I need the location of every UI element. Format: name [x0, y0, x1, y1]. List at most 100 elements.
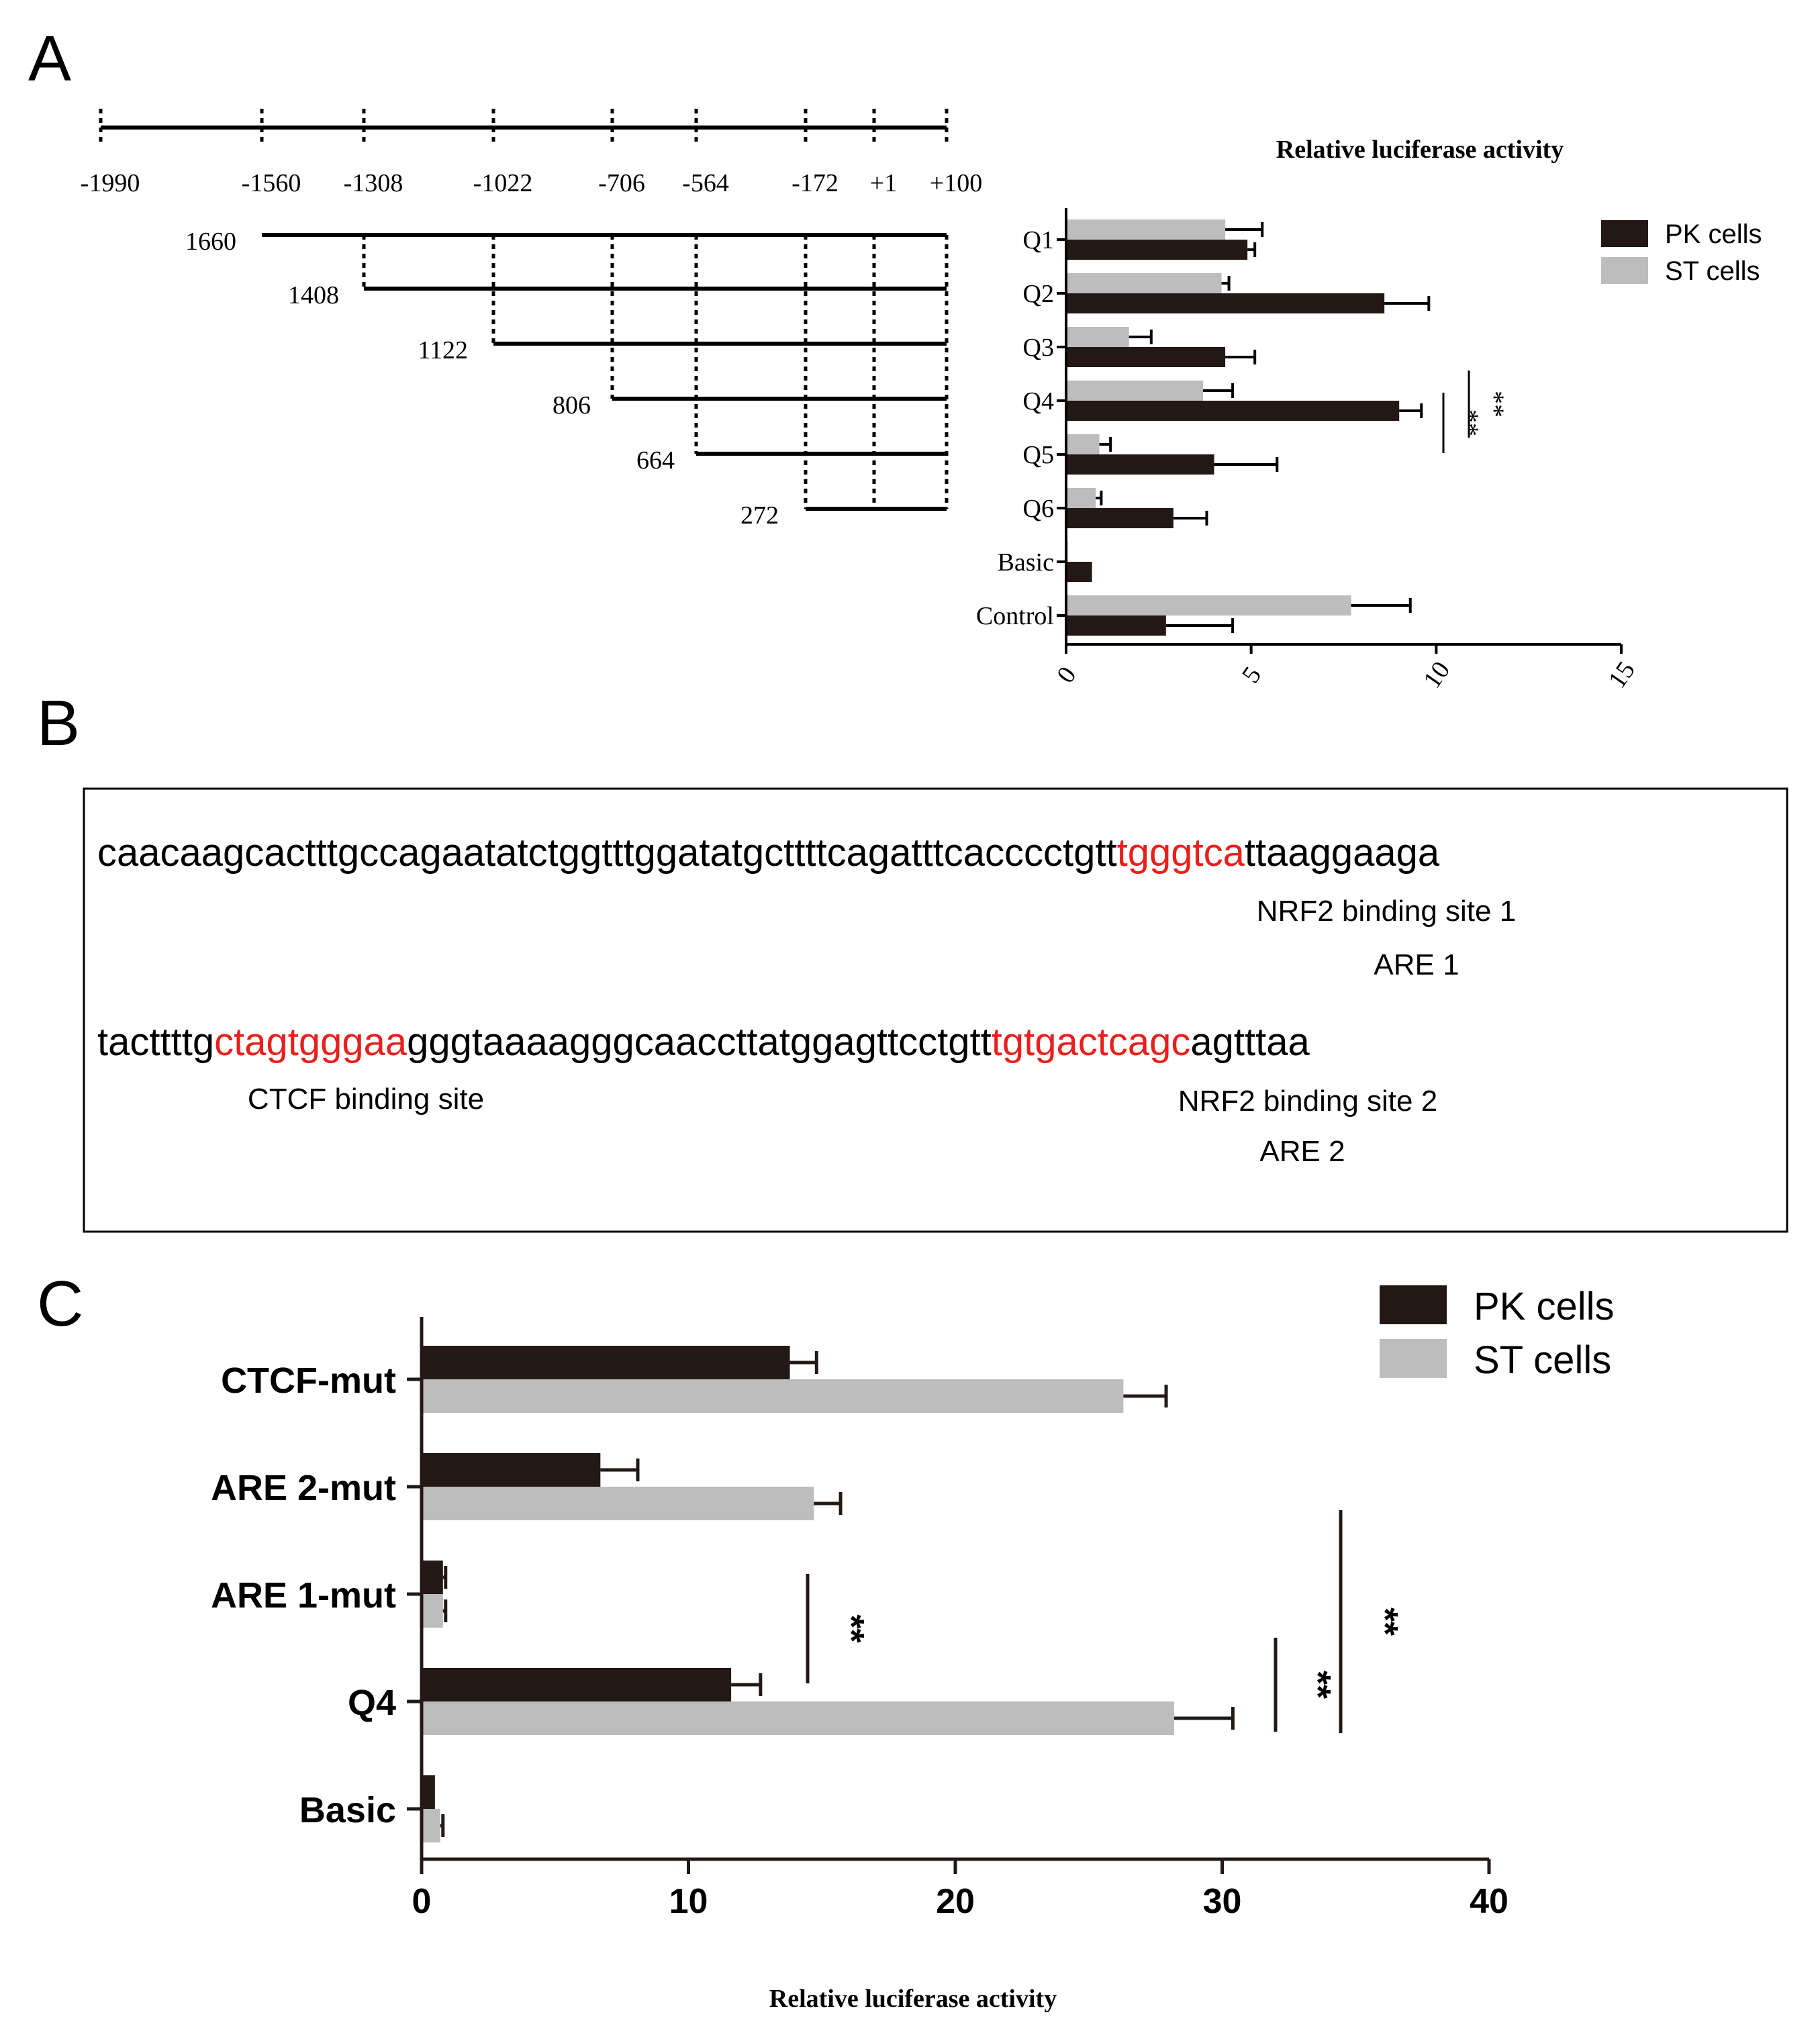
sequence-segment: agtttaa: [1190, 1020, 1310, 1064]
bar-pk: [1066, 562, 1092, 582]
sequence-panel: caacaagcactttgccagaatatctggtttggatatgctt…: [83, 787, 1788, 1233]
fragment-length-label: 1408: [288, 281, 339, 309]
chart-c: Relative luciferase activity PK cells ST…: [211, 1285, 1615, 2013]
bar-st: [1066, 595, 1351, 615]
x-tick-label: 40: [1470, 1882, 1508, 1921]
bar-st: [422, 1594, 443, 1628]
category-label: Q5: [1023, 441, 1054, 469]
significance-marker: **: [1365, 1608, 1405, 1636]
significance-marker: **: [1298, 1671, 1338, 1699]
x-tick-label: 0: [412, 1882, 432, 1921]
panel-letter-b: B: [37, 687, 80, 759]
category-label: Basic: [299, 1790, 396, 1830]
highlighted-motif: ctagtgggaa: [214, 1020, 408, 1064]
map-position-label: -564: [682, 169, 729, 197]
significance-marker: **: [1480, 391, 1510, 417]
chart-c-legend: PK cells ST cells: [1380, 1285, 1615, 1382]
bar-st: [1066, 219, 1226, 240]
legend-label-pk: PK cells: [1665, 219, 1762, 249]
bar-pk: [1066, 347, 1226, 367]
bar-st: [422, 1809, 440, 1842]
category-label: ARE 2-mut: [211, 1468, 396, 1508]
bar-st: [422, 1701, 1174, 1735]
legend-label-st: ST cells: [1474, 1338, 1611, 1382]
fragment-length-label: 664: [636, 446, 675, 475]
motif-label: CTCF binding site: [248, 1083, 484, 1116]
fragment-length-label: 806: [553, 391, 591, 419]
bar-st: [422, 1487, 814, 1520]
panel-letter-a: A: [28, 23, 71, 95]
motif-label: NRF2 binding site 1: [1257, 895, 1516, 928]
sequence-segment: gggtaaaagggcaaccttatggagttcctgtt: [407, 1020, 992, 1064]
x-tick-label: 20: [936, 1882, 975, 1921]
category-label: Basic: [998, 548, 1054, 577]
bar-st: [422, 1379, 1124, 1413]
x-tick-label: 5: [1237, 662, 1267, 689]
motif-label: ARE 1: [1374, 948, 1459, 981]
significance-marker: **: [831, 1614, 871, 1642]
motif-label: NRF2 binding site 2: [1178, 1085, 1437, 1118]
fragment-length-label: 272: [740, 501, 779, 530]
bar-pk: [422, 1668, 732, 1701]
legend-swatch-st: [1380, 1339, 1447, 1378]
fragment-length-label: 1660: [185, 228, 236, 256]
map-position-label: -1990: [81, 169, 140, 197]
map-position-label: +100: [930, 169, 982, 197]
x-tick-label: 10: [669, 1882, 708, 1921]
bar-st: [1066, 381, 1203, 401]
bar-st: [1066, 488, 1096, 508]
category-label: Q1: [1023, 226, 1054, 254]
category-label: ARE 1-mut: [211, 1575, 396, 1616]
promoter-construct-map: -1990 -1560 -1308 -1022 -706 -564 -172 +1 +100 16…: [81, 109, 982, 530]
legend-label-pk: PK cells: [1474, 1285, 1615, 1328]
legend-swatch-pk: [1380, 1285, 1447, 1324]
chart-a-legend: PK cells ST cells: [1601, 219, 1762, 286]
panel-letter-c: C: [37, 1268, 83, 1340]
map-position-label: -172: [792, 169, 839, 197]
category-label: Q4: [348, 1683, 396, 1723]
bar-pk: [422, 1453, 601, 1487]
bar-pk: [1066, 615, 1166, 636]
legend-swatch-st: [1601, 257, 1648, 284]
legend-label-st: ST cells: [1665, 256, 1760, 286]
sequence-box: [83, 787, 1788, 1233]
x-tick-label: 0: [1051, 662, 1082, 689]
fragment-length-label: 1122: [418, 336, 468, 364]
sequence-line-2: tacttttgctagtgggaagggtaaaagggcaaccttatgg…: [97, 1020, 1310, 1064]
map-position-label: -1022: [473, 169, 533, 197]
map-position-label: -1560: [242, 169, 301, 197]
category-label: Q3: [1023, 334, 1054, 362]
bar-pk: [422, 1346, 790, 1379]
sequence-line-1: caacaagcactttgccagaatatctggtttggatatgctt…: [97, 831, 1440, 875]
category-label: CTCF-mut: [221, 1361, 396, 1401]
bar-pk: [422, 1775, 435, 1809]
map-position-label: +1: [870, 169, 897, 197]
category-label: Q2: [1023, 280, 1054, 308]
highlighted-motif: tgggtca: [1117, 831, 1245, 875]
bar-pk: [1066, 401, 1400, 421]
map-position-label: -1308: [344, 169, 403, 197]
x-tick-label: 15: [1603, 656, 1641, 693]
category-label: Q4: [1023, 387, 1054, 415]
bar-pk: [1066, 293, 1385, 313]
chart-a-title: Relative luciferase activity: [1276, 136, 1564, 164]
chart-c-x-axis-label: Relative luciferase activity: [769, 1985, 1057, 2013]
category-label: Q6: [1023, 495, 1054, 523]
x-tick-label: 10: [1418, 656, 1455, 693]
motif-label: ARE 2: [1259, 1135, 1345, 1168]
sequence-segment: tacttttg: [97, 1020, 214, 1064]
legend-swatch-pk: [1601, 220, 1648, 247]
x-tick-label: 30: [1203, 1882, 1242, 1921]
category-label: Control: [976, 602, 1054, 630]
bar-st: [1066, 273, 1222, 293]
bar-st: [1066, 327, 1129, 347]
bar-st: [1066, 434, 1100, 454]
highlighted-motif: tgtgactcagc: [992, 1020, 1191, 1064]
map-position-label: -706: [598, 169, 645, 197]
bar-pk: [422, 1561, 443, 1594]
bar-pk: [1066, 508, 1174, 528]
bar-pk: [1066, 454, 1214, 475]
chart-a: Relative luciferase activity PK cells ST…: [976, 136, 1762, 693]
sequence-segment: ttaaggaaga: [1245, 831, 1440, 875]
